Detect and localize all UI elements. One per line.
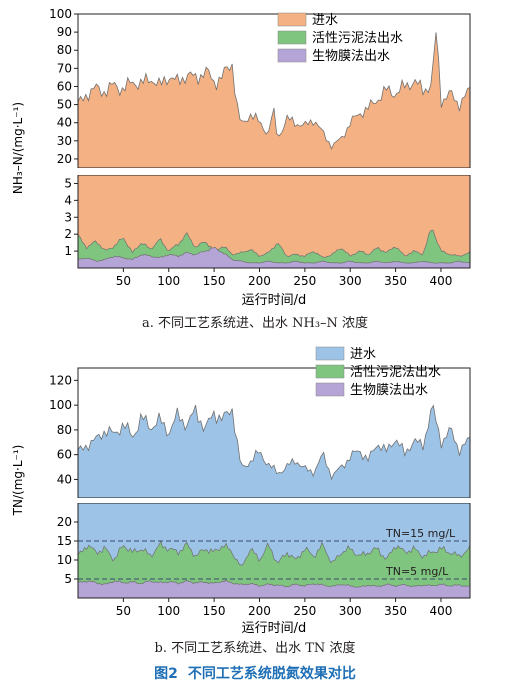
y-tick-label: 60 [57,79,72,93]
legend-swatch [315,382,345,397]
y-tick-label: 80 [57,43,72,57]
x-tick-label: 250 [293,274,316,288]
x-tick-label: 300 [339,274,362,288]
y-tick-label: 100 [49,398,72,412]
y-tick-label: 100 [49,7,72,21]
legend-label: 进水 [350,347,376,362]
axis-break [75,498,473,503]
legend-swatch [277,48,307,63]
figure-number: 图2 [154,666,178,682]
panel-b-caption: b. 不同工艺系统进、出水 TN 浓度 [154,641,356,656]
x-tick-label: 400 [430,604,453,618]
chart-panel-a: 20 30 40 50 60 70 80 90 100 1 2 3 4 5 50 100 150 200 250 30… [11,7,473,308]
y-axis-label: NH₃–N/(mg·L⁻¹) [11,102,25,194]
y-tick-label: 3 [64,210,72,224]
legend-swatch [315,346,345,361]
series-biofilm-area [78,247,470,268]
series-influent-area [78,32,470,169]
legend-label: 活性污泥法出水 [312,31,403,46]
y-tick-label: 5 [64,572,72,586]
legend-label: 生物膜法出水 [312,49,390,64]
y-tick-label: 40 [57,116,72,130]
x-tick-label: 350 [384,274,407,288]
x-axis-label: 运行时间/d [242,621,307,636]
x-tick-label: 150 [203,274,226,288]
x-tick-label: 100 [157,274,180,288]
y-tick-label: 30 [57,134,72,148]
x-tick-label: 50 [116,604,131,618]
x-tick-label: 50 [116,274,131,288]
chart-panel-b: TN=15 mg/L TN=5 mg/L 40 60 80 100 120 5 10 15 20 50… [11,346,473,636]
series-influent-line [77,32,471,150]
series-biofilm-line [77,579,471,588]
y-tick-label: 40 [57,472,72,486]
x-tick-label: 200 [248,604,271,618]
legend-swatch [315,364,345,379]
y-tick-label: 2 [64,227,72,241]
legend-label: 生物膜法出水 [350,383,428,398]
y-tick-label: 60 [57,448,72,462]
x-tick-label: 300 [339,604,362,618]
axis-break [75,168,473,175]
panel-a-caption: a. 不同工艺系统进、出水 NH₃–N 浓度 [141,316,369,331]
x-tick-label: 400 [430,274,453,288]
x-tick-label: 350 [384,604,407,618]
y-axis-label: TN/(mg·L⁻¹) [11,445,25,517]
legend-swatch [277,30,307,45]
legend-label: 活性污泥法出水 [350,365,441,380]
y-tick-label: 15 [57,534,72,548]
y-tick-label: 1 [64,244,72,258]
x-tick-label: 150 [203,604,226,618]
series-activated-sludge-line [77,229,471,258]
y-tick-label: 120 [49,373,72,387]
y-tick-label: 90 [57,25,72,39]
y-tick-label: 10 [57,553,72,567]
y-tick-label: 5 [64,176,72,190]
y-tick-label: 4 [64,193,72,207]
series-influent-line [77,404,471,481]
y-tick-label: 20 [57,515,72,529]
y-tick-label: 20 [57,152,72,166]
annotation-label: TN=5 mg/L [385,565,449,578]
y-tick-label: 50 [57,98,72,112]
x-tick-label: 100 [157,604,180,618]
figure-caption: 图2 不同工艺系统脱氮效果对比 [0,663,510,683]
series-activated-sludge-line [77,540,471,566]
x-tick-label: 250 [293,604,316,618]
series-biofilm-area [78,580,470,598]
y-tick-label: 80 [57,423,72,437]
annotation-label: TN=15 mg/L [385,527,456,540]
y-tick-label: 70 [57,61,72,75]
series-influent-area [78,405,470,498]
figure-title: 不同工艺系统脱氮效果对比 [187,666,356,682]
x-tick-label: 200 [248,274,271,288]
series-biofilm-line [77,246,471,264]
legend-label: 进水 [312,13,338,28]
legend-swatch [277,12,307,27]
x-axis-label: 运行时间/d [242,293,307,308]
